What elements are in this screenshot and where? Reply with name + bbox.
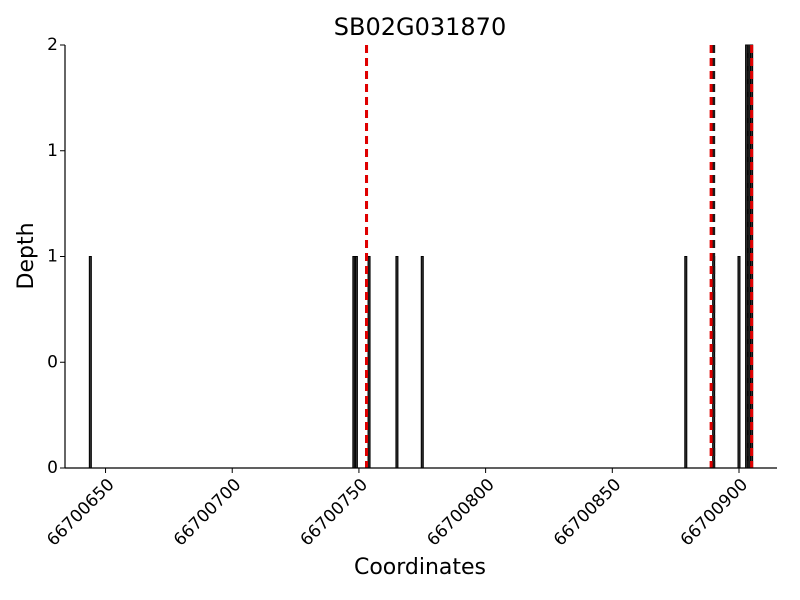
y-tick-label: 0 xyxy=(47,352,58,372)
x-tick-label: 66700750 xyxy=(297,475,372,550)
bar xyxy=(354,256,358,469)
y-tick-label: 2 xyxy=(47,35,58,55)
x-tick-label: 66700700 xyxy=(170,475,245,550)
chart-title: SB02G031870 xyxy=(334,13,506,41)
bar xyxy=(684,256,688,469)
bar xyxy=(420,256,424,469)
bar xyxy=(352,256,356,469)
y-tick-label: 1 xyxy=(47,247,58,267)
y-axis-label: Depth xyxy=(14,222,39,289)
x-tick-label: 66700800 xyxy=(423,475,498,550)
bar xyxy=(395,256,399,469)
bar xyxy=(367,256,371,469)
bar xyxy=(745,44,749,469)
x-tick-label: 66700650 xyxy=(43,475,118,550)
y-tick-label: 0 xyxy=(47,458,58,478)
y-tick-label: 1 xyxy=(47,141,58,161)
x-tick-label: 66700900 xyxy=(677,475,752,550)
bar xyxy=(88,256,92,469)
bar xyxy=(737,256,741,469)
x-axis-label: Coordinates xyxy=(354,555,486,580)
x-tick-label: 66700850 xyxy=(550,475,625,550)
